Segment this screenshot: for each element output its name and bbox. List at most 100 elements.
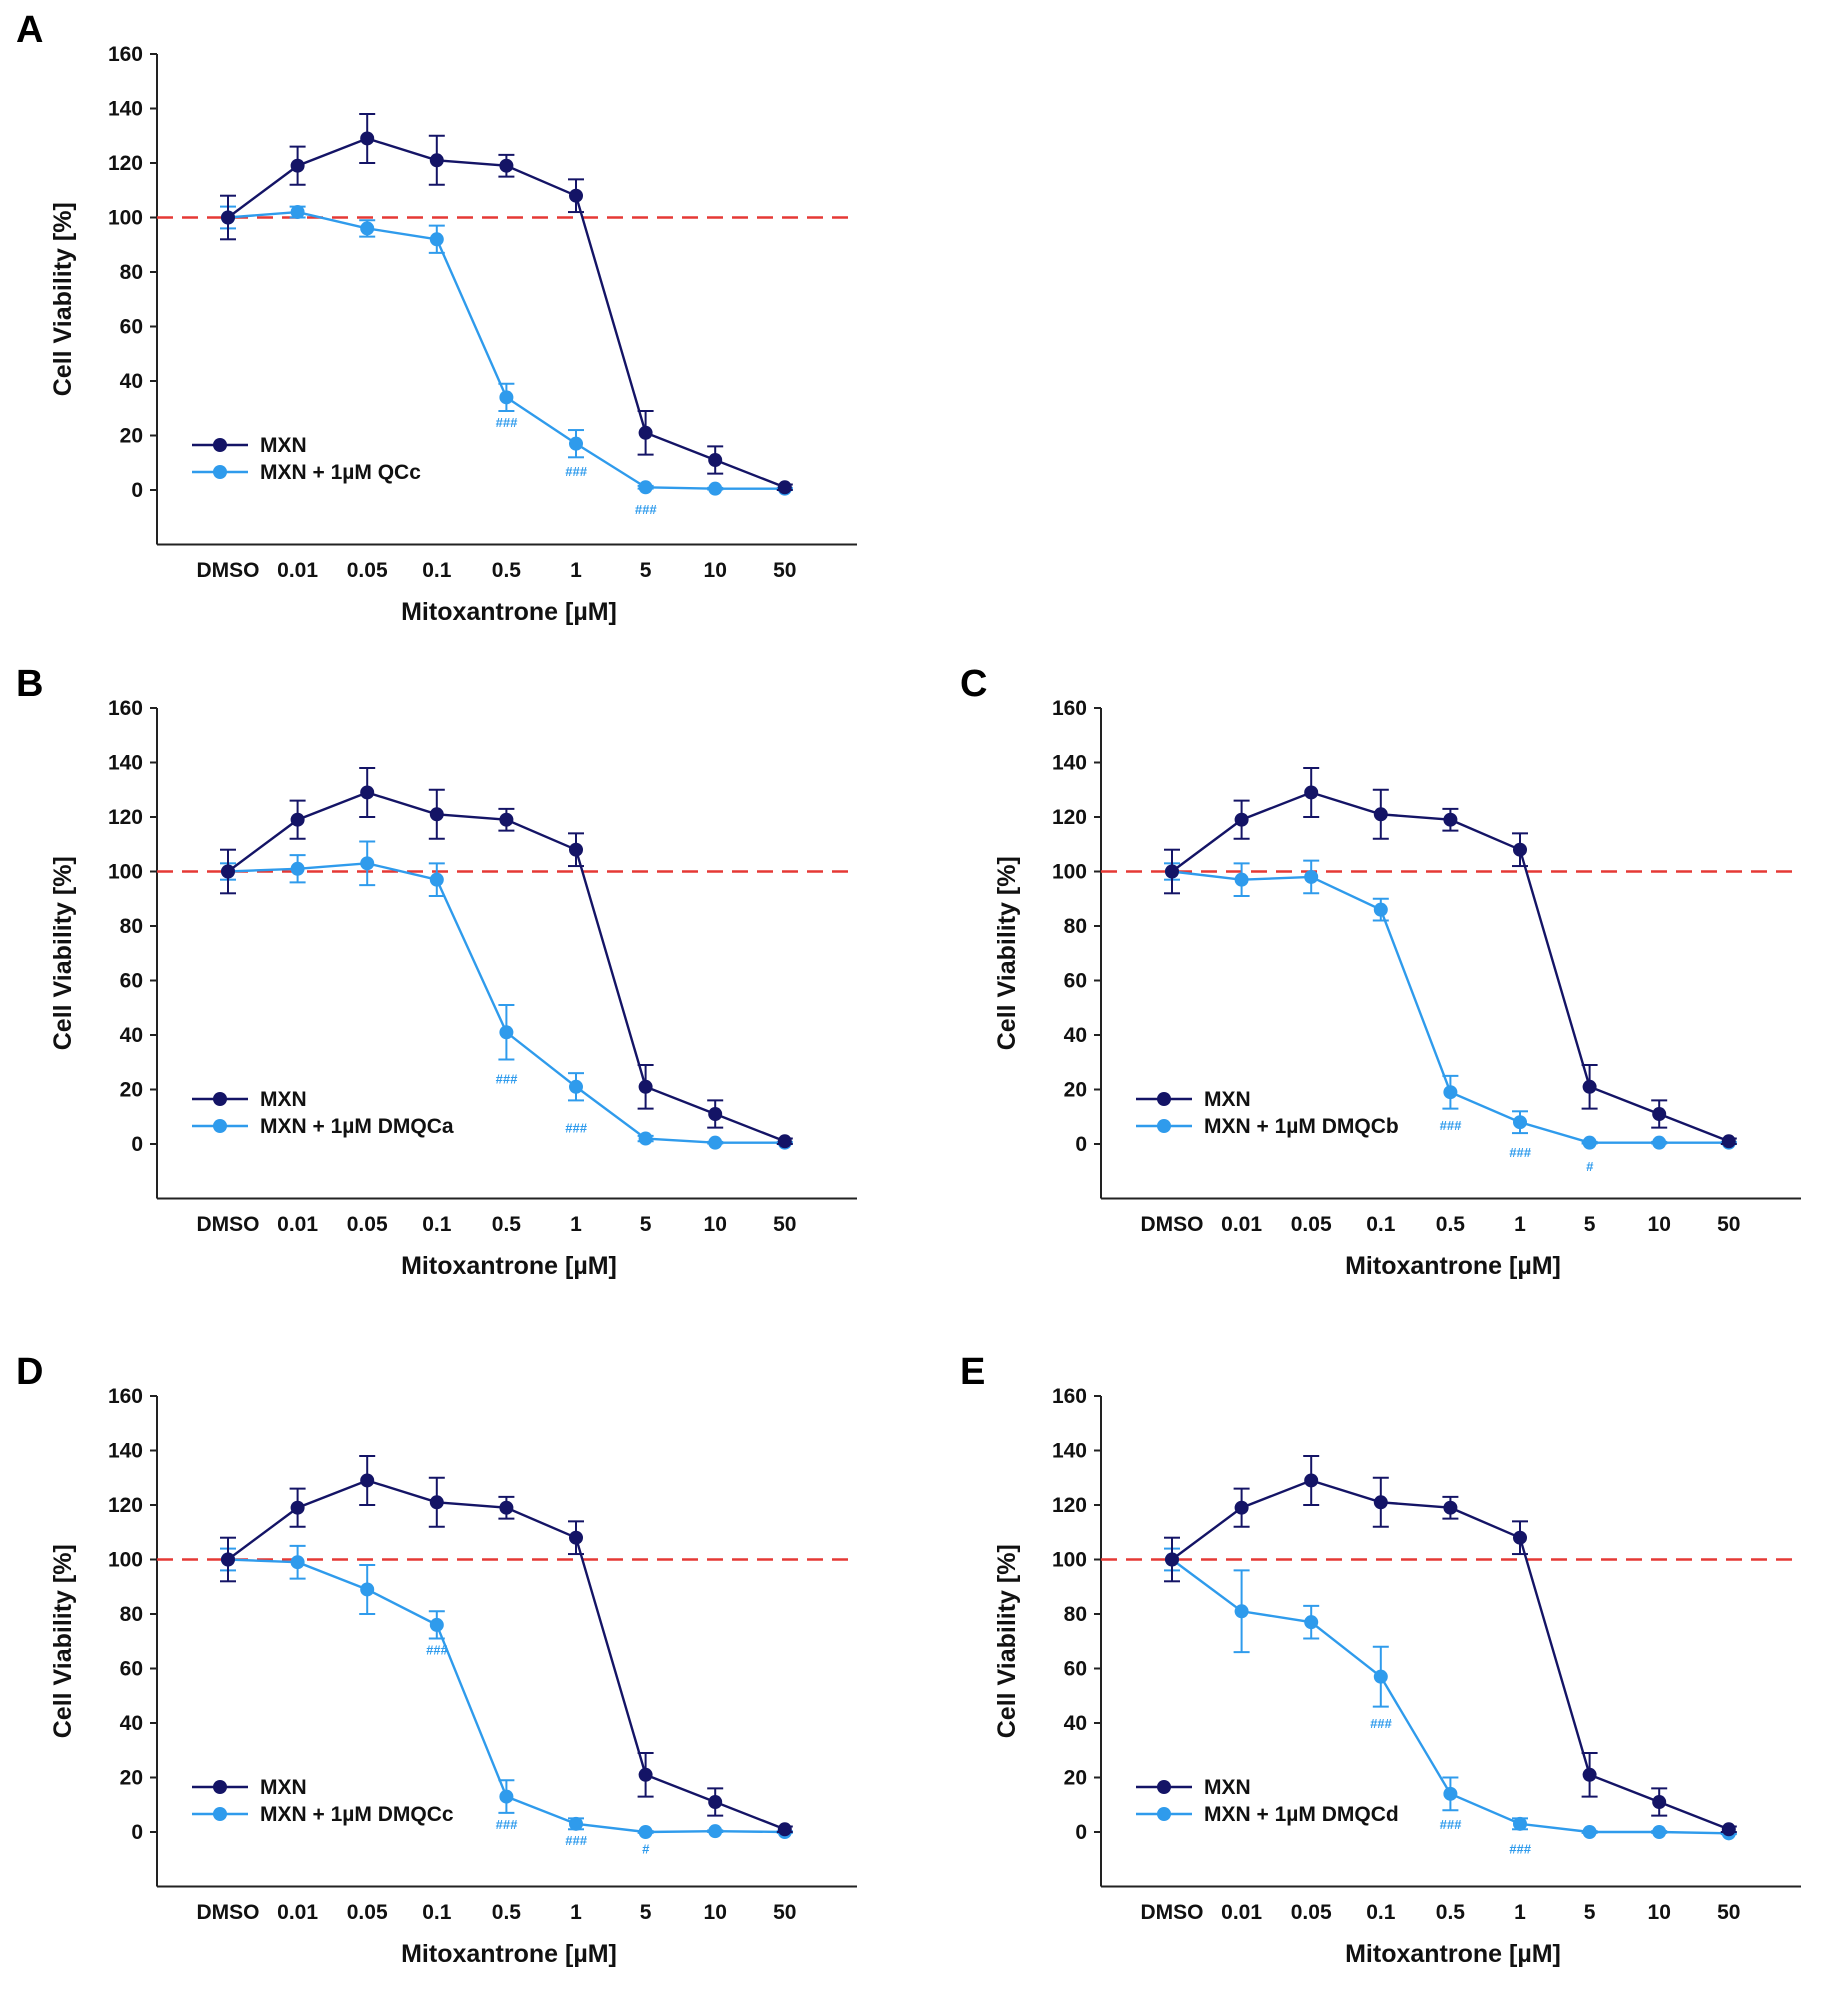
data-point bbox=[1373, 902, 1388, 917]
y-tick-label: 60 bbox=[1064, 1658, 1087, 1681]
significance-annotation: ### bbox=[496, 1072, 518, 1087]
legend-marker bbox=[213, 1092, 227, 1106]
x-axis-title: Mitoxantrone [µM] bbox=[1345, 1252, 1561, 1280]
x-tick-label: 5 bbox=[1584, 1901, 1596, 1924]
series-mxn bbox=[1164, 1454, 1737, 1837]
significance-annotation: ### bbox=[565, 464, 587, 479]
data-point bbox=[499, 158, 514, 173]
panel-letter: B bbox=[16, 663, 43, 705]
data-point bbox=[1513, 1816, 1527, 1831]
x-tick-label: 50 bbox=[1717, 1901, 1740, 1924]
legend-label: MXN + 1µM DMQCd bbox=[1204, 1803, 1399, 1826]
x-tick-label: 50 bbox=[773, 559, 796, 582]
y-tick-label: 40 bbox=[1064, 1024, 1087, 1047]
x-tick-label: 5 bbox=[640, 559, 652, 582]
data-point bbox=[1304, 869, 1319, 884]
y-tick-label: 140 bbox=[108, 752, 143, 775]
x-tick-label: 0.01 bbox=[1221, 1901, 1262, 1924]
significance-annotation: ### bbox=[635, 502, 657, 517]
legend-marker bbox=[213, 438, 227, 452]
y-axis-title: Cell Viability [%] bbox=[49, 856, 77, 1050]
data-point bbox=[1513, 842, 1527, 857]
series-line bbox=[227, 1479, 786, 1831]
series-line bbox=[227, 791, 786, 1143]
series-combination bbox=[220, 205, 793, 496]
y-axis-title: Cell Viability [%] bbox=[49, 1544, 77, 1738]
legend-label: MXN + 1µM DMQCa bbox=[260, 1115, 454, 1138]
data-point bbox=[429, 872, 444, 887]
y-tick-label: 100 bbox=[108, 861, 143, 884]
x-tick-label: DMSO bbox=[197, 1901, 260, 1924]
significance-annotation: ### bbox=[1440, 1118, 1462, 1133]
y-tick-label: 0 bbox=[131, 1133, 143, 1156]
data-point bbox=[499, 812, 514, 827]
data-point bbox=[1582, 1825, 1597, 1839]
y-tick-label: 40 bbox=[120, 370, 143, 393]
legend-marker bbox=[213, 1780, 227, 1794]
significance-annotation: # bbox=[1586, 1159, 1594, 1174]
x-tick-label: 5 bbox=[640, 1901, 652, 1924]
y-tick-label: 100 bbox=[108, 1549, 143, 1572]
y-tick-label: 60 bbox=[120, 316, 143, 339]
y-tick-label: 100 bbox=[1052, 861, 1087, 884]
legend-marker bbox=[1157, 1119, 1171, 1133]
y-tick-label: 60 bbox=[120, 1658, 143, 1681]
y-tick-label: 160 bbox=[1052, 697, 1087, 720]
legend-marker bbox=[1157, 1092, 1171, 1106]
x-tick-label: 0.05 bbox=[1291, 1901, 1332, 1924]
data-point bbox=[708, 453, 723, 468]
data-point bbox=[1582, 1079, 1597, 1094]
significance-annotation: ### bbox=[565, 1121, 587, 1136]
y-tick-label: 80 bbox=[1064, 915, 1087, 938]
series-line bbox=[227, 210, 785, 490]
series-mxn bbox=[220, 766, 793, 1149]
data-point bbox=[1443, 1786, 1458, 1801]
y-tick-label: 120 bbox=[1052, 806, 1087, 829]
x-axis-title: Mitoxantrone [µM] bbox=[1345, 1940, 1561, 1968]
y-tick-label: 0 bbox=[1075, 1133, 1087, 1156]
x-tick-label: 10 bbox=[704, 1213, 727, 1236]
data-point bbox=[1652, 1107, 1667, 1122]
legend: MXN MXN + 1µM DMQCa bbox=[192, 1088, 454, 1138]
significance-annotation: ### bbox=[426, 1642, 448, 1657]
x-tick-label: 0.1 bbox=[422, 1213, 452, 1236]
data-point bbox=[360, 221, 375, 236]
legend-marker bbox=[213, 465, 227, 479]
data-point bbox=[638, 1767, 653, 1782]
data-point bbox=[1443, 1085, 1458, 1100]
legend-label: MXN + 1µM DMQCc bbox=[260, 1803, 454, 1826]
series-mxn bbox=[1164, 766, 1737, 1149]
x-tick-label: 50 bbox=[773, 1901, 796, 1924]
data-point bbox=[1652, 1135, 1667, 1150]
data-point bbox=[360, 1473, 375, 1488]
data-point bbox=[1721, 1822, 1736, 1837]
x-tick-label: 0.05 bbox=[1291, 1213, 1332, 1236]
x-tick-label: 1 bbox=[1514, 1213, 1526, 1236]
x-tick-label: 0.5 bbox=[492, 1213, 522, 1236]
legend: MXN MXN + 1µM DMQCc bbox=[192, 1776, 454, 1826]
legend-marker bbox=[213, 1807, 227, 1821]
y-tick-label: 100 bbox=[1052, 1549, 1087, 1572]
x-tick-label: 0.05 bbox=[347, 1213, 388, 1236]
significance-annotation: ### bbox=[496, 1817, 518, 1832]
y-tick-label: 0 bbox=[131, 479, 143, 502]
x-tick-label: 5 bbox=[1584, 1213, 1596, 1236]
data-point bbox=[1443, 1500, 1458, 1515]
series-mxn bbox=[220, 1454, 793, 1837]
y-tick-label: 140 bbox=[108, 98, 143, 121]
data-point bbox=[1304, 1615, 1319, 1630]
chart-panel-e: E 0 20 40 60 80 100 120 140 160 DMSO 0.01 0.05 0.1 0.5… bbox=[960, 1351, 1801, 1968]
data-point bbox=[429, 807, 444, 822]
data-point bbox=[569, 1530, 583, 1545]
y-tick-label: 60 bbox=[120, 970, 143, 993]
data-point bbox=[360, 131, 375, 146]
data-point bbox=[569, 436, 583, 451]
y-tick-label: 20 bbox=[1064, 1767, 1087, 1790]
series-mxn bbox=[220, 112, 793, 495]
data-point bbox=[290, 1500, 305, 1515]
x-tick-label: 0.1 bbox=[1366, 1901, 1396, 1924]
y-tick-label: 160 bbox=[108, 697, 143, 720]
x-tick-label: 0.01 bbox=[277, 559, 318, 582]
data-point bbox=[638, 480, 653, 495]
x-axis-title: Mitoxantrone [µM] bbox=[401, 1940, 617, 1968]
